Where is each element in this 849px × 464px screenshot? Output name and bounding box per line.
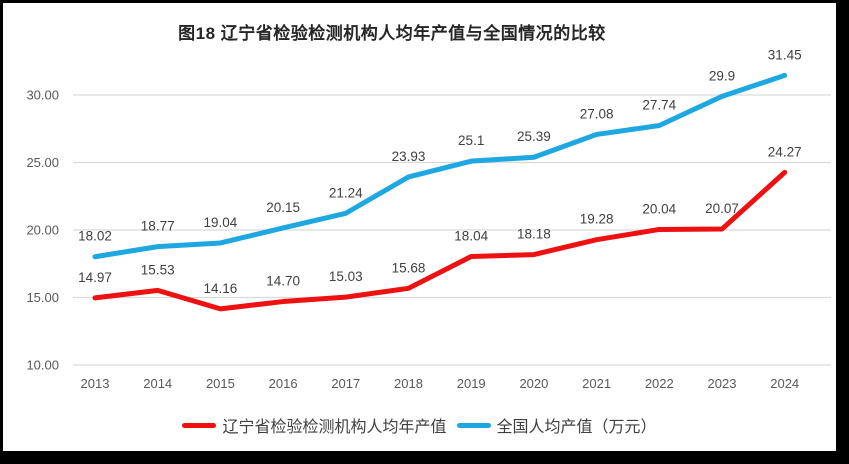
x-tick-label: 2017 xyxy=(331,376,360,391)
data-label: 15.53 xyxy=(141,262,175,277)
x-tick-label: 2014 xyxy=(143,376,172,391)
data-label: 14.97 xyxy=(78,270,112,285)
data-label: 29.9 xyxy=(709,68,735,83)
data-label: 20.07 xyxy=(705,201,739,216)
y-axis-labels: 10.00 15.00 20.00 25.00 30.00 xyxy=(26,88,59,373)
series-line-0 xyxy=(92,169,788,312)
x-tick-label: 2020 xyxy=(519,376,548,391)
legend-item-national: 全国人均产值（万元） xyxy=(456,413,657,437)
data-label: 18.02 xyxy=(78,229,112,244)
data-label: 14.70 xyxy=(266,274,300,289)
y-tick-label: 15.00 xyxy=(26,290,59,305)
data-label: 18.04 xyxy=(454,228,488,243)
x-tick-label: 2023 xyxy=(708,376,737,391)
data-label: 31.45 xyxy=(768,47,802,62)
data-label: 15.68 xyxy=(392,260,426,275)
x-tick-label: 2024 xyxy=(770,376,799,391)
data-label: 18.18 xyxy=(517,227,551,242)
data-label: 18.77 xyxy=(141,219,175,234)
legend-item-liaoning: 辽宁省检验检测机构人均年产值 xyxy=(182,413,447,437)
x-axis-labels: 2013 2014 2015 2016 2017 2018 2019 2020 2021 2022… xyxy=(81,376,800,391)
y-tick-label: 20.00 xyxy=(26,223,59,238)
data-label: 20.15 xyxy=(266,200,300,215)
x-tick-label: 2021 xyxy=(582,376,611,391)
y-tick-label: 30.00 xyxy=(26,88,59,103)
data-label: 25.39 xyxy=(517,129,551,144)
legend-line-swatch-blue-icon xyxy=(456,422,491,428)
data-label: 15.03 xyxy=(329,269,363,284)
data-label: 27.08 xyxy=(580,106,614,121)
data-label: 19.28 xyxy=(580,212,614,227)
data-label: 21.24 xyxy=(329,185,363,200)
chart-legend: 辽宁省检验检测机构人均年产值 全国人均产值（万元） xyxy=(3,413,836,437)
legend-label-liaoning: 辽宁省检验检测机构人均年产值 xyxy=(222,419,447,436)
data-label: 23.93 xyxy=(392,149,426,164)
data-label: 20.04 xyxy=(642,201,676,216)
data-label: 27.74 xyxy=(642,98,676,113)
data-labels-series-0: 14.97 15.53 14.16 14.70 15.03 15.68 18.04 18.18… xyxy=(78,144,801,295)
y-tick-label: 10.00 xyxy=(26,358,59,373)
data-labels-series-1: 18.02 18.77 19.04 20.15 21.24 23.93 25.1 25.39 2… xyxy=(78,47,801,243)
x-tick-label: 2022 xyxy=(645,376,674,391)
x-tick-label: 2018 xyxy=(394,376,423,391)
data-label: 24.27 xyxy=(768,144,802,159)
x-tick-label: 2019 xyxy=(457,376,486,391)
data-label: 19.04 xyxy=(204,215,238,230)
data-label: 25.1 xyxy=(458,133,484,148)
legend-label-national: 全国人均产值（万元） xyxy=(496,419,657,436)
x-tick-label: 2013 xyxy=(81,376,110,391)
y-tick-label: 25.00 xyxy=(26,155,59,170)
legend-line-swatch-red-icon xyxy=(182,422,217,428)
series-line-1 xyxy=(92,72,788,260)
data-label: 14.16 xyxy=(204,281,238,296)
x-tick-label: 2016 xyxy=(269,376,298,391)
x-tick-label: 2015 xyxy=(206,376,235,391)
chart-title: 图18 辽宁省检验检测机构人均年产值与全国情况的比较 xyxy=(178,24,606,43)
